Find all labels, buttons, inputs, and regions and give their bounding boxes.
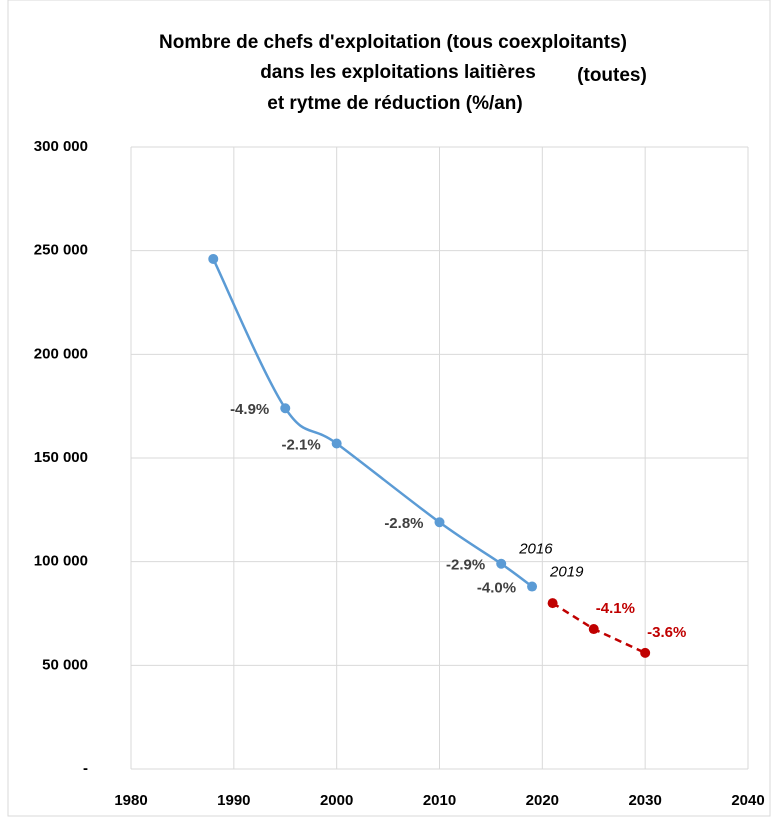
data-point — [640, 647, 651, 658]
x-tick-label: 2020 — [526, 792, 559, 809]
rate-label: -4.1% — [596, 600, 635, 617]
year-label: 2016 — [518, 541, 553, 558]
data-point — [208, 253, 219, 264]
x-tick-label: 2000 — [320, 792, 353, 809]
y-tick-label: 300 000 — [34, 138, 88, 155]
y-tick-label: 50 000 — [42, 656, 88, 673]
chart-title: et rytme de réduction (%/an) — [267, 93, 523, 114]
data-point — [331, 438, 342, 449]
rate-label: -3.6% — [647, 624, 686, 641]
chart-border — [7, 0, 771, 817]
y-tick-label: - — [83, 760, 88, 777]
y-tick-label: 150 000 — [34, 449, 88, 466]
data-point — [434, 517, 445, 528]
rate-label: -2.9% — [446, 557, 485, 574]
x-tick-label: 2040 — [731, 792, 764, 809]
data-point — [527, 581, 538, 592]
y-tick-label: 250 000 — [34, 242, 88, 259]
x-tick-label: 1990 — [217, 792, 250, 809]
data-point — [280, 403, 291, 414]
y-tick-label: 200 000 — [34, 345, 88, 362]
year-label: 2019 — [549, 564, 584, 581]
chart-title: Nombre de chefs d'exploitation (tous coe… — [159, 32, 627, 53]
rate-label: -4.9% — [230, 401, 269, 418]
data-point — [496, 558, 507, 569]
x-tick-label: 1980 — [114, 792, 147, 809]
chart-title: dans les exploitations laitières — [260, 62, 536, 83]
data-point — [547, 598, 558, 609]
series-line — [212, 258, 533, 588]
chart-title: (toutes) — [577, 65, 647, 86]
rate-label: -4.0% — [477, 580, 516, 597]
rate-label: -2.1% — [281, 436, 320, 453]
x-tick-label: 2010 — [423, 792, 456, 809]
y-tick-label: 100 000 — [34, 553, 88, 570]
data-point — [588, 624, 599, 635]
rate-label: -2.8% — [384, 515, 423, 532]
x-tick-label: 2030 — [628, 792, 661, 809]
